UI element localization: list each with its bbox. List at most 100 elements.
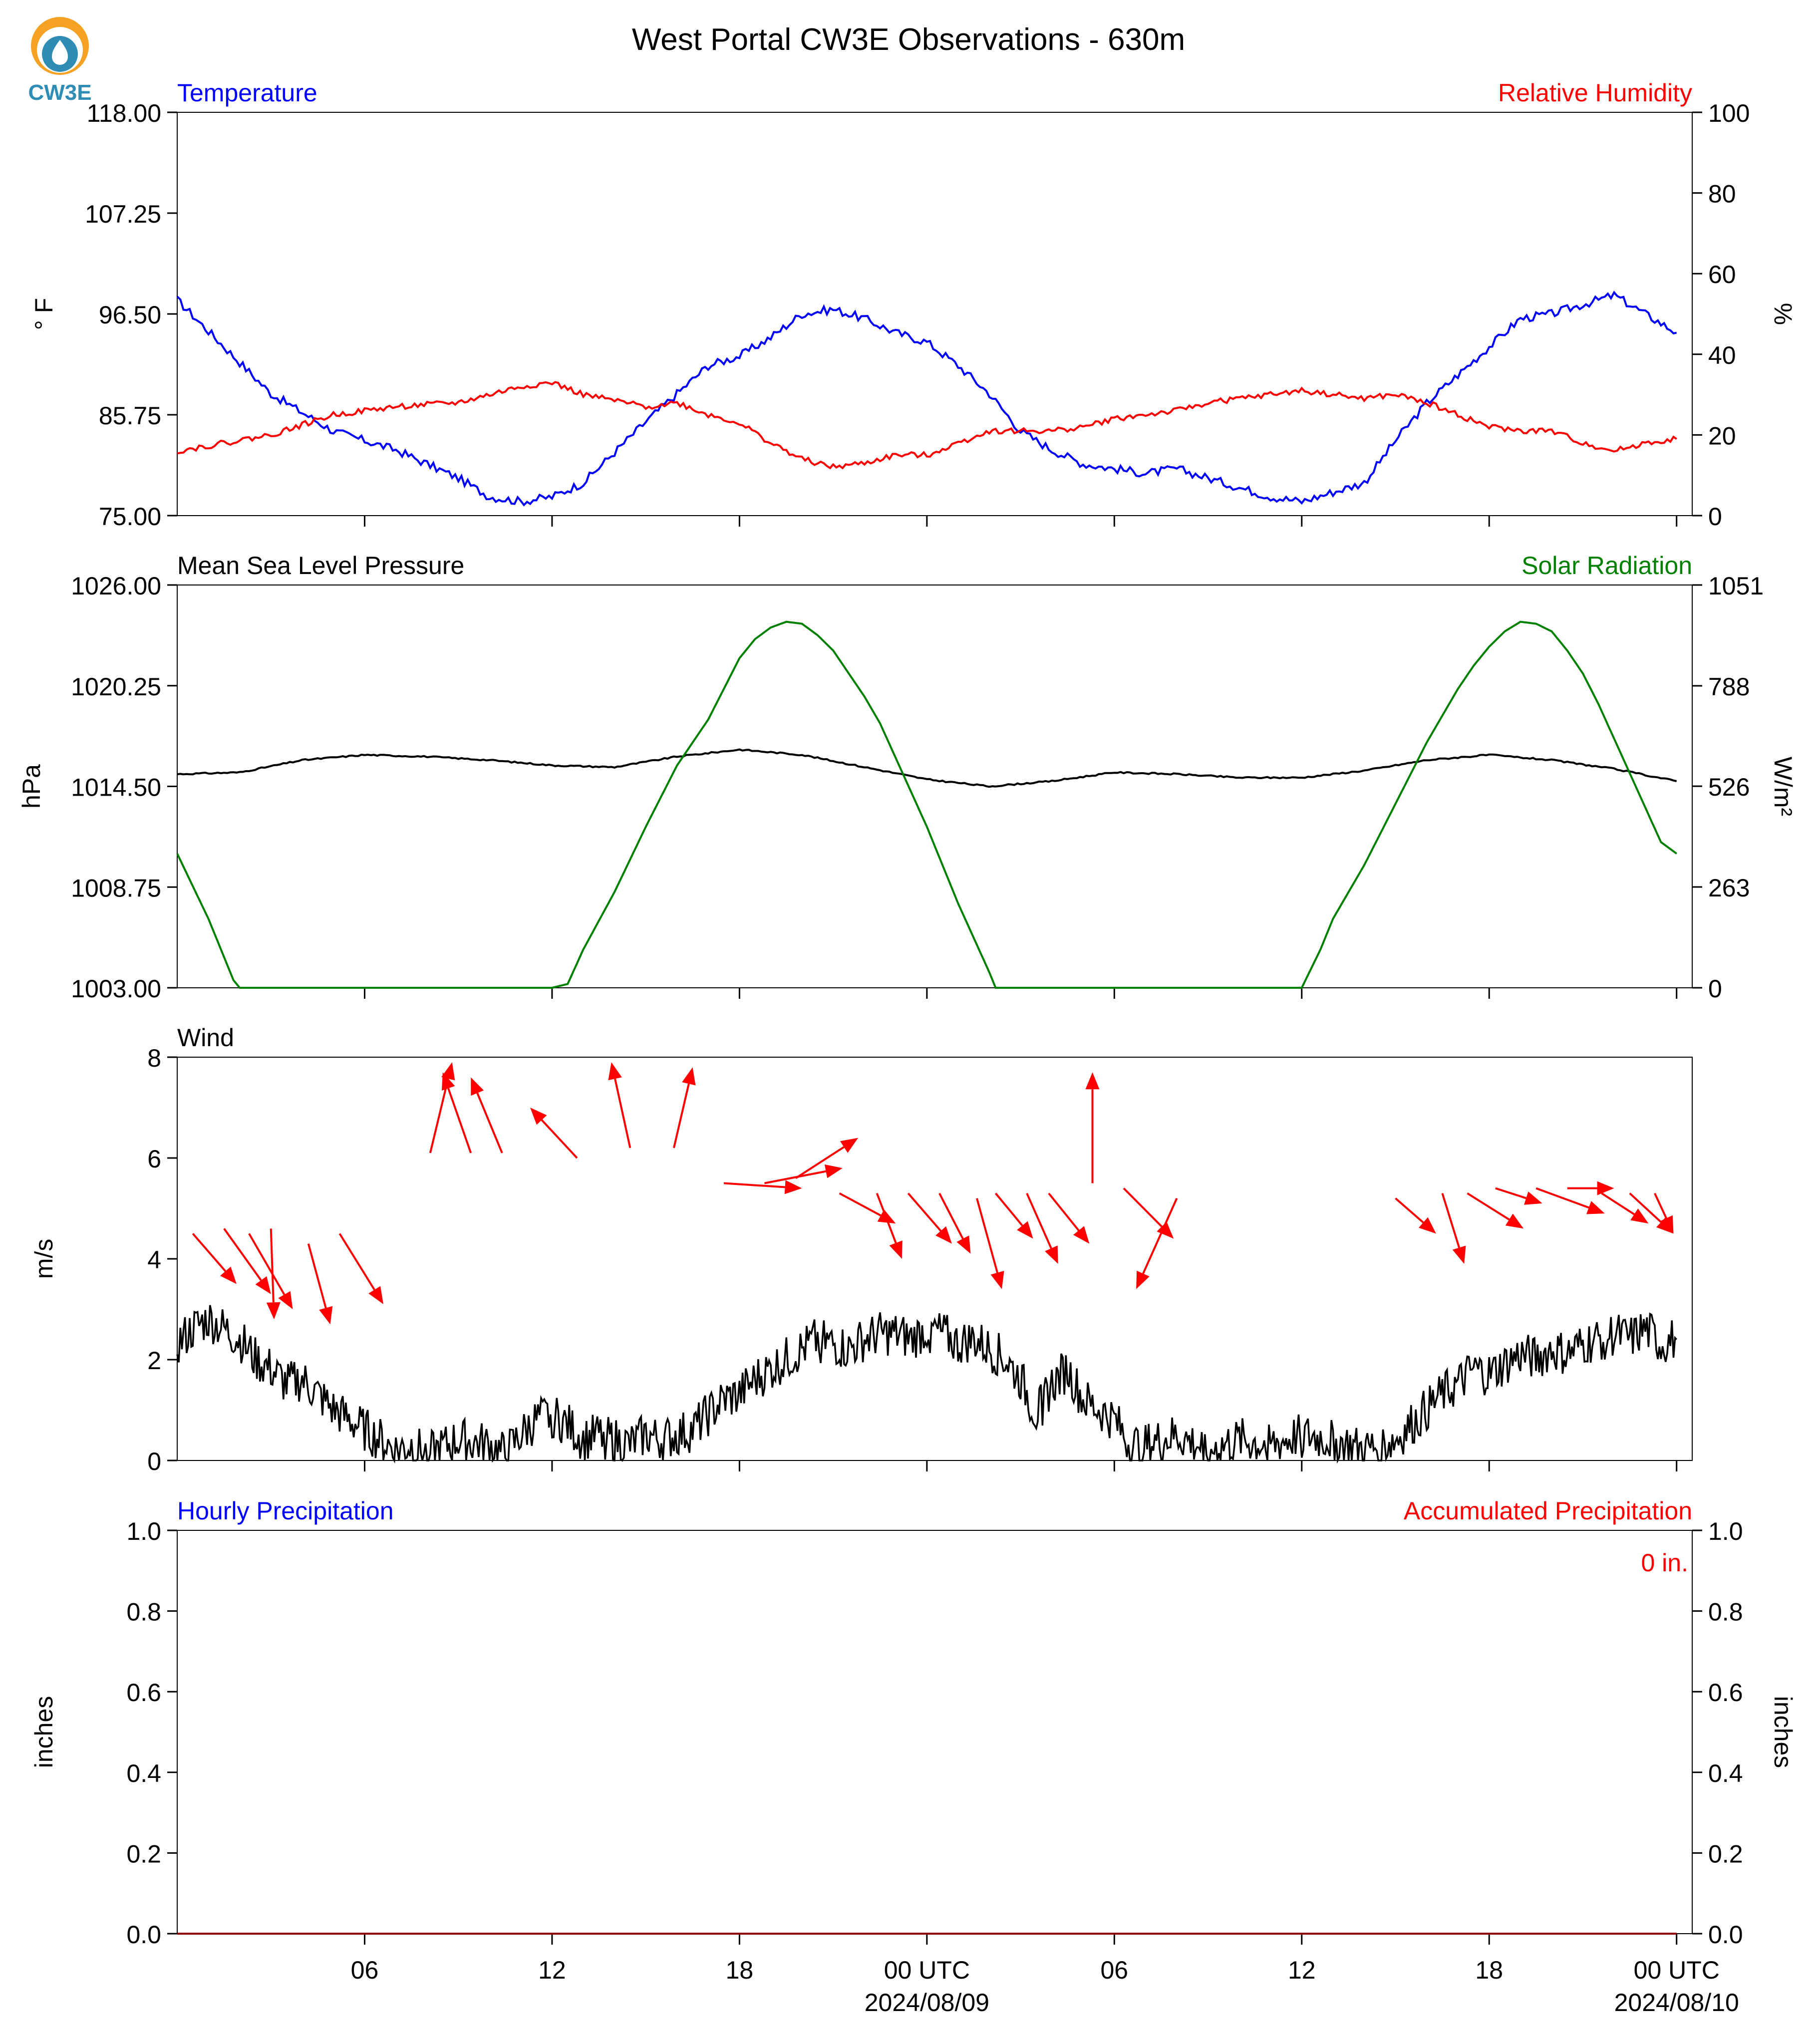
wind-arrow-shaft [1495, 1187, 1526, 1199]
y-tick-label-right: 1.0 [1708, 1517, 1743, 1545]
wind-arrow-shaft [764, 1170, 826, 1184]
wind-arrow-shaft [723, 1182, 785, 1188]
wind-arrow-shaft [938, 1192, 964, 1239]
y-tick-label-left: 2 [147, 1347, 161, 1375]
y-axis-label-left: m/s [30, 1239, 58, 1279]
x-tick-label: 18 [726, 1956, 754, 1984]
y-tick-label-left: 1003.00 [71, 975, 161, 1003]
wind-arrow-head [840, 1138, 859, 1153]
wind-arrow-shaft [994, 1192, 1023, 1226]
y-tick-label-right: 788 [1708, 673, 1750, 701]
wind-arrow [223, 1228, 271, 1294]
x-tick-label: 12 [1288, 1956, 1316, 1984]
y-tick-label-left: 0.6 [126, 1679, 161, 1707]
wind-arrow-head [935, 1226, 952, 1244]
wind-arrow-shaft [1026, 1192, 1052, 1249]
y-tick-label-left: 1.0 [126, 1517, 161, 1545]
y-tick-label-right: 526 [1708, 773, 1750, 801]
wind-arrow-head [220, 1266, 237, 1284]
wind-arrow-shaft [795, 1146, 845, 1179]
y-tick-label-left: 6 [147, 1145, 161, 1173]
wind-arrow-head [1157, 1221, 1174, 1239]
y-tick-label-right: 0 [1708, 503, 1722, 531]
wind-arrow-head [990, 1271, 1004, 1289]
wind-arrow [608, 1062, 631, 1149]
y-axis-label-right: % [1769, 303, 1797, 325]
wind-arrow-head [1136, 1270, 1150, 1289]
wind-arrow-shaft [338, 1233, 375, 1291]
wind-arrow [723, 1180, 802, 1194]
wind-arrow-shaft [476, 1093, 503, 1154]
wind-arrow [471, 1077, 503, 1154]
wind-arrow [1601, 1192, 1649, 1224]
plot-frame [177, 584, 1693, 988]
wind-arrow-head [471, 1077, 484, 1096]
wind-arrow [673, 1067, 696, 1149]
y-tick-label-left: 0.0 [126, 1921, 161, 1949]
wind-arrow-head [1586, 1201, 1605, 1214]
wind-arrow-shaft [876, 1192, 897, 1243]
wind-arrow-shaft [1601, 1192, 1635, 1215]
plot-frame [177, 1057, 1693, 1461]
y-tick-label-left: 96.50 [99, 301, 161, 329]
wind-arrow-head [1524, 1191, 1542, 1205]
wind-arrow-head [1073, 1226, 1090, 1244]
wind-arrow-shaft [248, 1233, 286, 1295]
pressure-line [177, 748, 1677, 788]
accum-precip-total: 0 in. [1641, 1549, 1688, 1577]
wind-arrow [994, 1192, 1033, 1239]
wind-arrow-head [1630, 1208, 1649, 1224]
y-tick-label-right: 60 [1708, 261, 1736, 289]
wind-arrow [938, 1192, 971, 1254]
wind-arrow [248, 1233, 293, 1309]
y-tick-label-left: 1020.25 [71, 673, 161, 701]
wind-arrow-head [319, 1306, 333, 1325]
wind-arrow [266, 1228, 281, 1320]
wind-arrow-shaft [1441, 1193, 1461, 1248]
wind-arrow [1136, 1197, 1178, 1289]
y-tick-label-right: 20 [1708, 422, 1736, 450]
y-tick-label-right: 40 [1708, 341, 1736, 369]
wind-arrow [1441, 1193, 1466, 1264]
wind-arrow [1085, 1072, 1100, 1183]
wind-arrow [192, 1233, 237, 1284]
panel-title-left: Temperature [177, 79, 317, 107]
panel-title-left: Wind [177, 1024, 234, 1052]
wind-arrow-shaft [1048, 1192, 1080, 1231]
wind-arrow-head [1419, 1217, 1436, 1234]
wind-arrow-head [255, 1276, 271, 1294]
humidity-line [177, 381, 1677, 470]
panel-title-right: Accumulated Precipitation [1404, 1497, 1692, 1525]
wind-arrow [1654, 1192, 1674, 1234]
wind-arrow-shaft [614, 1078, 631, 1149]
panel-title-left: Hourly Precipitation [177, 1497, 394, 1525]
y-tick-label-right: 100 [1708, 99, 1750, 127]
wind-arrow-shaft [307, 1243, 327, 1309]
y-tick-label-right: 1051 [1708, 572, 1764, 600]
wind-arrow-shaft [429, 1078, 449, 1154]
wind-arrow [307, 1243, 333, 1325]
wind-arrow-shaft [907, 1192, 942, 1232]
temperature-line [176, 290, 1677, 507]
y-axis-label-left: hPa [17, 764, 45, 809]
wind-arrow-shaft [1467, 1192, 1510, 1221]
figure-title: West Portal CW3E Observations - 630m [632, 22, 1185, 57]
wind-arrow-shaft [1142, 1197, 1178, 1274]
x-tick-label: 06 [1101, 1956, 1129, 1984]
wind-arrow-shaft [541, 1119, 578, 1159]
y-tick-label-left: 1014.50 [71, 774, 161, 802]
wind-arrow-head [1660, 1215, 1674, 1234]
y-tick-label-right: 0.2 [1708, 1840, 1743, 1868]
wind-arrow-shaft [192, 1233, 227, 1272]
y-axis-label-left: inches [30, 1696, 58, 1768]
wind-arrow-head [1505, 1213, 1524, 1229]
panel-2: 1003.00 1008.75 1014.50 1020.25 1026.00 0 263 5… [17, 552, 1797, 1003]
wind-arrow [764, 1164, 843, 1184]
y-tick-label-left: 75.00 [99, 503, 161, 531]
wind-arrow-head [278, 1291, 293, 1309]
wind-arrow [441, 1072, 472, 1154]
x-tick-label: 06 [351, 1956, 379, 1984]
wind-arrow-head [784, 1180, 802, 1194]
wind-arrow-shaft [447, 1088, 472, 1154]
wind-arrow-shaft [1123, 1187, 1163, 1227]
